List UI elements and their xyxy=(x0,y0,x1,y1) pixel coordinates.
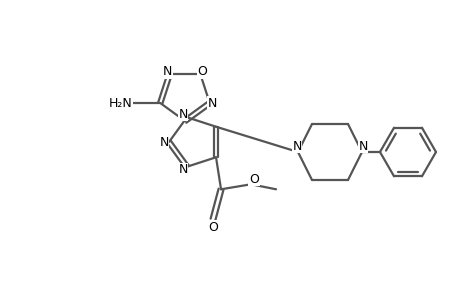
Text: N: N xyxy=(159,136,168,148)
Text: O: O xyxy=(197,65,207,79)
Text: N: N xyxy=(358,140,367,152)
Text: H₂N: H₂N xyxy=(108,97,132,110)
Text: O: O xyxy=(207,221,218,234)
Text: N: N xyxy=(178,108,187,121)
Text: N: N xyxy=(291,140,301,152)
Text: N: N xyxy=(162,65,172,79)
Text: N: N xyxy=(207,97,217,110)
Text: O: O xyxy=(249,173,258,186)
Text: N: N xyxy=(178,163,187,176)
